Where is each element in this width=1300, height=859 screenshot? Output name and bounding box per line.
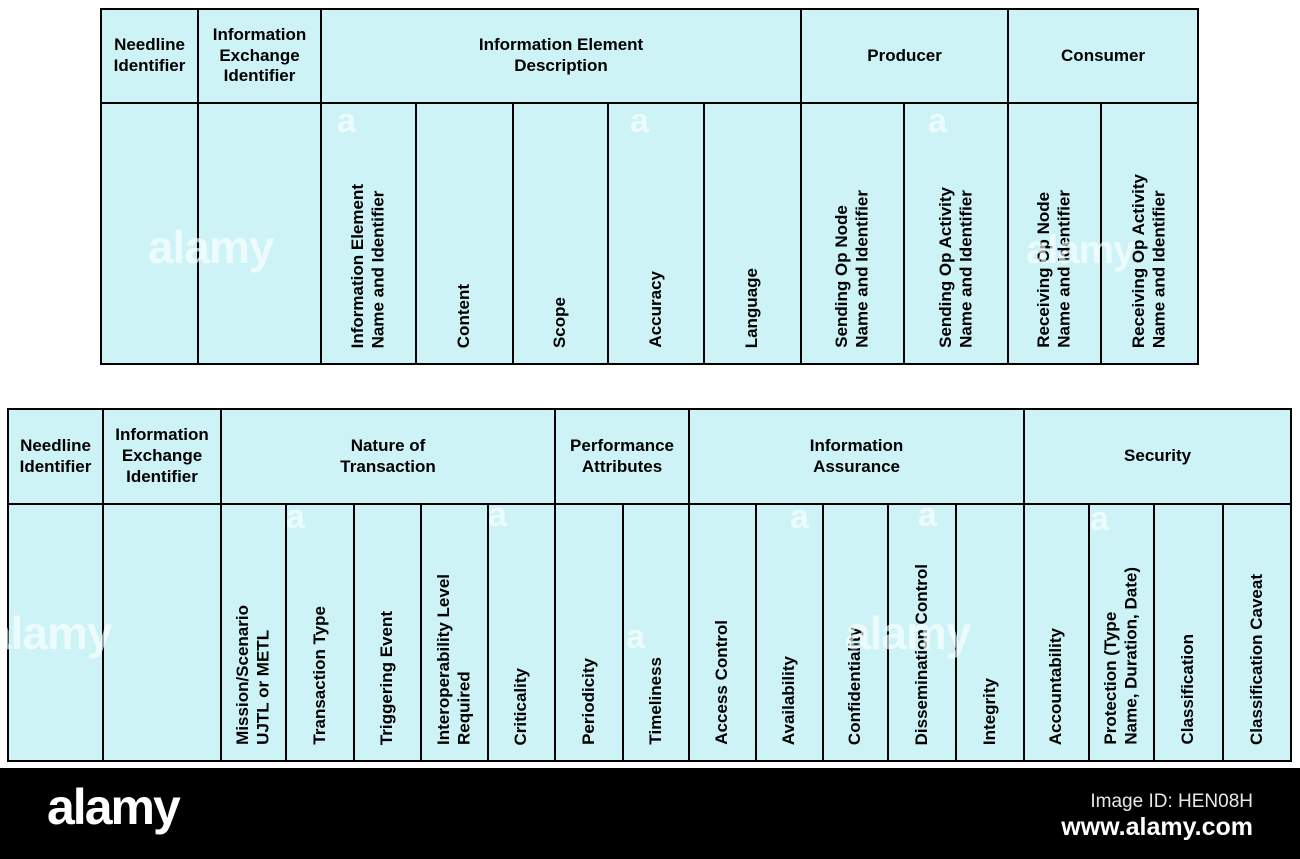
t1-col-label: Receiving Op Node Name and Identifier bbox=[1034, 190, 1074, 348]
t1-col-sending-op-activity: Sending Op Activity Name and Identifier bbox=[903, 102, 1010, 365]
t1-col-information-element-name-identifier: Information Element Name and Identifier bbox=[320, 102, 417, 365]
t1-col-label: Scope bbox=[550, 296, 570, 348]
t1-header-information-exchange-identifier: Information Exchange Identifier bbox=[197, 8, 322, 104]
t2-col-label: Access Control bbox=[712, 620, 732, 745]
t1-col-label: Accuracy bbox=[645, 271, 665, 348]
t1-header-consumer: Consumer bbox=[1007, 8, 1200, 104]
t1-col-scope: Scope bbox=[512, 102, 609, 365]
t1-col-content: Content bbox=[415, 102, 514, 365]
t2-header-needline-identifier: Needline Identifier bbox=[7, 408, 104, 505]
t2-col-label: Timeliness bbox=[645, 657, 665, 745]
t2-col-criticality: Criticality bbox=[486, 503, 557, 762]
information-element-matrix-table: Needline Identifier Information Exchange… bbox=[100, 8, 1200, 365]
t1-col-label: Sending Op Activity Name and Identifier bbox=[935, 187, 976, 348]
t2-col-integrity: Integrity bbox=[955, 503, 1026, 762]
t2-header-information-assurance: Information Assurance bbox=[688, 408, 1026, 505]
alamy-footer-bar: alamy Image ID: HEN08H www.alamy.com bbox=[0, 768, 1300, 859]
t2-col-interoperability-level: Interoperability Level Required bbox=[420, 503, 489, 762]
t1-col-label: Language bbox=[742, 267, 762, 348]
t2-col-label: Availability bbox=[779, 655, 799, 745]
t2-col-label: Integrity bbox=[979, 677, 999, 745]
t2-col-mission-scenario: Mission/Scenario UJTL or METL bbox=[220, 503, 287, 762]
t2-col-classification-caveat: Classification Caveat bbox=[1222, 503, 1293, 762]
t2-col-label: Mission/Scenario UJTL or METL bbox=[233, 605, 273, 745]
t1-col-receiving-op-activity: Receiving Op Activity Name and Identifie… bbox=[1100, 102, 1200, 365]
t2-col-availability: Availability bbox=[755, 503, 825, 762]
t1-col-label: Receiving Op Activity Name and Identifie… bbox=[1129, 173, 1169, 348]
t1-empty-cell-information-exchange bbox=[197, 102, 322, 365]
t2-empty-cell-needline bbox=[7, 503, 104, 762]
t2-col-timeliness: Timeliness bbox=[622, 503, 691, 762]
t1-col-sending-op-node: Sending Op Node Name and Identifier bbox=[800, 102, 906, 365]
t2-header-security: Security bbox=[1023, 408, 1293, 505]
alamy-logo: alamy bbox=[47, 779, 181, 835]
t1-col-label: Content bbox=[454, 283, 474, 348]
t1-col-accuracy: Accuracy bbox=[607, 102, 705, 365]
t2-col-label: Periodicity bbox=[578, 658, 598, 745]
t2-col-label: Classification Caveat bbox=[1246, 573, 1266, 745]
t1-header-producer: Producer bbox=[800, 8, 1010, 104]
t2-col-label: Criticality bbox=[511, 667, 531, 745]
t2-col-protection: Protection (Type Name, Duration, Date) bbox=[1088, 503, 1156, 762]
t2-header-performance-attributes: Performance Attributes bbox=[554, 408, 691, 505]
t2-col-transaction-type: Transaction Type bbox=[285, 503, 355, 762]
t2-col-label: Classification bbox=[1178, 634, 1198, 745]
t2-col-label: Confidentiality bbox=[845, 626, 865, 745]
t2-col-label: Dissemination Control bbox=[911, 563, 931, 745]
t2-col-label: Protection (Type Name, Duration, Date) bbox=[1101, 567, 1141, 745]
t2-col-triggering-event: Triggering Event bbox=[353, 503, 422, 762]
t2-col-access-control: Access Control bbox=[688, 503, 758, 762]
t2-header-information-exchange-identifier: Information Exchange Identifier bbox=[102, 408, 222, 505]
t1-col-label: Sending Op Node Name and Identifier bbox=[832, 190, 872, 348]
t2-col-label: Transaction Type bbox=[309, 606, 329, 745]
t1-col-label: Information Element Name and Identifier bbox=[348, 183, 388, 348]
t2-col-label: Accountability bbox=[1046, 627, 1066, 745]
t2-header-nature-of-transaction: Nature of Transaction bbox=[219, 408, 557, 505]
transaction-attributes-matrix-table: Needline Identifier Information Exchange… bbox=[7, 408, 1293, 762]
t2-col-classification: Classification bbox=[1153, 503, 1225, 762]
t2-col-periodicity: Periodicity bbox=[554, 503, 625, 762]
t1-col-receiving-op-node: Receiving Op Node Name and Identifier bbox=[1007, 102, 1103, 365]
t2-col-dissemination-control: Dissemination Control bbox=[887, 503, 958, 762]
alamy-url-text: www.alamy.com bbox=[1061, 813, 1253, 841]
t2-col-accountability: Accountability bbox=[1023, 503, 1091, 762]
t2-col-label: Interoperability Level Required bbox=[434, 574, 474, 745]
t1-header-information-element-description: Information Element Description bbox=[319, 8, 803, 104]
t2-col-confidentiality: Confidentiality bbox=[822, 503, 890, 762]
t1-empty-cell-needline bbox=[100, 102, 199, 365]
t1-header-needline-identifier: Needline Identifier bbox=[100, 8, 199, 104]
t2-col-label: Triggering Event bbox=[377, 610, 397, 745]
t1-col-language: Language bbox=[702, 102, 803, 365]
image-id-text: Image ID: HEN08H bbox=[1090, 791, 1253, 812]
t2-empty-cell-information-exchange bbox=[102, 503, 222, 762]
